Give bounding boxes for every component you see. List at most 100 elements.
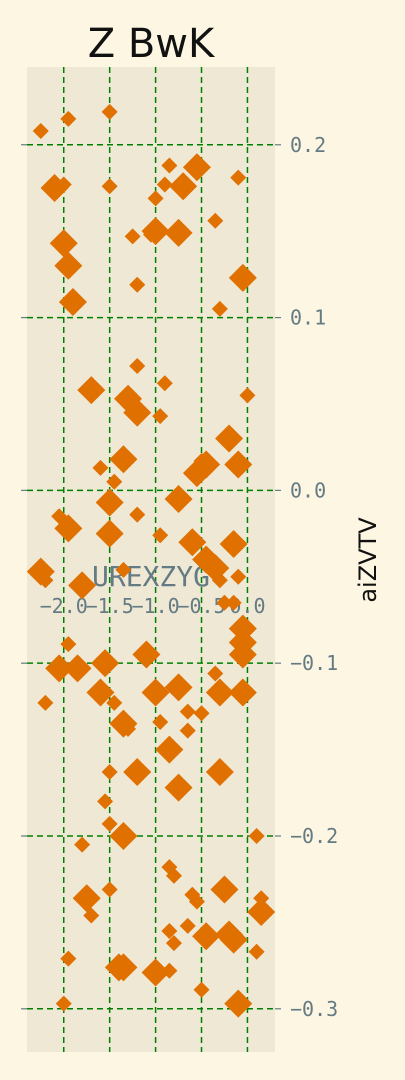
data-point (109, 953, 138, 982)
x-tick-label: −2.0 (40, 594, 88, 618)
data-point (192, 922, 221, 951)
data-point (224, 450, 253, 479)
data-point (49, 229, 78, 258)
data-point (225, 594, 242, 611)
data-point (101, 764, 118, 781)
data-point (132, 640, 161, 669)
data-point (101, 881, 118, 898)
data-point (164, 773, 193, 802)
data-point (169, 172, 198, 201)
data-point (152, 713, 169, 730)
x-tick-label: −1.5 (86, 594, 134, 618)
data-point (86, 678, 115, 707)
data-point (224, 989, 253, 1018)
data-point (230, 568, 247, 585)
data-point (60, 950, 77, 967)
data-point (161, 157, 178, 174)
data-point (129, 506, 146, 523)
data-point (230, 169, 247, 186)
data-point (123, 758, 152, 787)
data-point (216, 594, 233, 611)
data-point (123, 398, 152, 427)
data-point (106, 694, 123, 711)
data-point (152, 527, 169, 544)
data-point (164, 485, 193, 514)
y-tick-label: −0.1 (290, 651, 338, 675)
data-point (178, 528, 207, 557)
data-point (109, 821, 138, 850)
data-point (45, 654, 74, 683)
data-point (182, 153, 211, 182)
data-point (215, 424, 244, 453)
data-point (164, 218, 193, 247)
data-point (248, 943, 265, 960)
data-point (55, 176, 72, 193)
data-point (63, 654, 92, 683)
x-axis: −2.0−1.5−1.0−0.5 0.0 (40, 594, 266, 618)
x-tick-label: −0.5 (177, 594, 225, 618)
data-point (207, 665, 224, 682)
data-point (141, 958, 170, 987)
data-point (165, 935, 182, 952)
data-point (239, 387, 256, 404)
data-point (91, 649, 120, 678)
data-point (161, 923, 178, 940)
data-point (106, 473, 123, 490)
data-point (205, 758, 234, 787)
data-point (115, 561, 132, 578)
data-point (228, 263, 257, 292)
data-point (193, 981, 210, 998)
data-point (60, 636, 77, 653)
data-point (92, 459, 109, 476)
data-point (211, 300, 228, 317)
data-point (161, 962, 178, 979)
data-point (77, 376, 106, 405)
data-point (219, 529, 248, 558)
data-point (55, 995, 72, 1012)
y-tick-label: 0.1 (290, 306, 326, 330)
data-point (120, 720, 137, 737)
data-point (141, 678, 170, 707)
data-point (32, 122, 49, 139)
data-point (74, 836, 91, 853)
y-tick-label: 0.2 (290, 133, 326, 157)
data-point (54, 251, 83, 280)
data-point (205, 678, 234, 707)
data-point (210, 875, 239, 904)
data-point (143, 226, 159, 243)
x-axis-label: UREXZYG (92, 560, 210, 593)
x-tick-label: −1.0 (132, 594, 180, 618)
y-tick-label: 0.0 (290, 478, 326, 502)
data-point (101, 103, 118, 120)
data-point (193, 705, 210, 722)
data-point (165, 867, 182, 884)
data-point (60, 110, 77, 127)
data-point (156, 176, 173, 193)
data-point (156, 375, 173, 392)
data-point (72, 884, 101, 913)
data-point (155, 735, 184, 764)
data-point (207, 212, 224, 229)
y-tick-label: −0.2 (290, 824, 338, 848)
data-point (58, 288, 87, 317)
data-point (109, 445, 138, 474)
data-point (101, 178, 118, 195)
data-point (164, 673, 193, 702)
data-point (179, 722, 196, 739)
data-point (101, 815, 118, 832)
y-tick-label: −0.3 (290, 997, 338, 1021)
data-point (193, 453, 210, 469)
data-point (129, 357, 146, 374)
data-points (26, 103, 276, 1018)
data-point (97, 793, 114, 810)
data-point (54, 514, 83, 543)
data-point (219, 925, 248, 954)
data-point (247, 898, 276, 927)
chart-title: Z BwK (88, 21, 216, 67)
data-point (179, 917, 196, 934)
data-point (179, 703, 196, 720)
data-point (152, 408, 169, 425)
data-point (129, 276, 146, 293)
y-axis-label: aiZVTV (354, 517, 382, 603)
